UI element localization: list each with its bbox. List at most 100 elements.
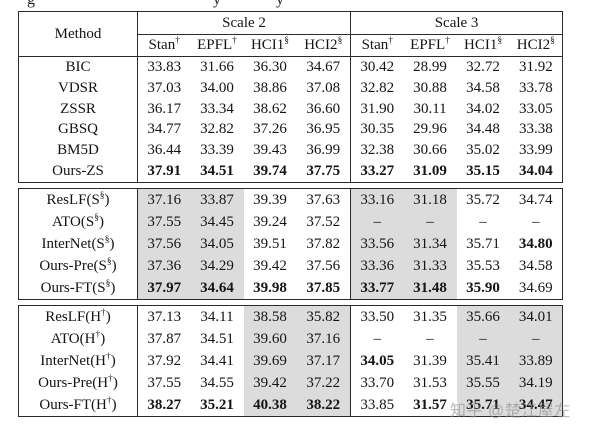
value-cell: 35.15 (466, 162, 500, 179)
value-cell: 33.38 (518, 121, 553, 138)
value-cell: 35.55 (466, 374, 500, 391)
value-cell: 35.41 (466, 352, 500, 369)
value-cell: 39.42 (253, 257, 287, 274)
method-cell: ATO(H†) (18, 327, 138, 350)
method-cell: Ours-FT(H†) (18, 393, 138, 417)
value-cell: 33.05 (518, 100, 553, 117)
scale3-group-header: Scale 3 (350, 11, 563, 35)
value-cell: 34.55 (200, 374, 234, 391)
value-cell: 36.30 (253, 59, 287, 75)
value-cell: 30.11 (413, 100, 447, 117)
value-cell: 33.99 (518, 142, 553, 159)
value-cell: 35.72 (466, 191, 500, 208)
value-cell: 34.64 (200, 279, 234, 296)
value-cell: 31.48 (413, 279, 447, 296)
value-cell: 30.35 (360, 121, 395, 138)
value-cell: 38.27 (147, 396, 182, 413)
value-cell: 32.72 (466, 59, 500, 75)
dataset-column-header: EPFL† (190, 34, 244, 57)
value-cell: 38.62 (253, 100, 287, 117)
method-cell: BIC (18, 56, 138, 78)
value-cell: 31.66 (200, 59, 234, 75)
method-cell: Ours-ZS (18, 160, 138, 183)
value-cell: 37.55 (147, 374, 182, 391)
dataset-column-header: EPFL† (403, 34, 457, 57)
value-cell: 33.77 (360, 279, 395, 296)
value-cell: 28.99 (413, 59, 447, 75)
value-cell: 37.16 (147, 191, 182, 208)
value-cell: 34.05 (200, 235, 234, 252)
value-cell: 35.90 (466, 279, 500, 296)
value-cell: 39.60 (253, 330, 287, 347)
value-cell: 34.48 (466, 121, 500, 138)
value-cell: 33.83 (147, 59, 182, 75)
value-cell: 37.52 (296, 210, 351, 233)
table-section-s-trained: ResLF(S§) 37.16 33.87 39.39 37.63 33.16 31.18 3… (18, 187, 563, 300)
value-cell: 31.53 (413, 374, 447, 391)
value-cell: 34.00 (200, 79, 234, 96)
value-cell: 32.38 (360, 142, 395, 159)
value-cell: 29.96 (413, 121, 447, 138)
caption-fragment: g (27, 0, 35, 9)
value-cell: 37.91 (147, 162, 182, 179)
value-cell: 31.34 (413, 235, 447, 252)
method-cell: Ours-Pre(H†) (18, 371, 138, 394)
caption-fragment: y (213, 0, 221, 9)
value-cell: 32.82 (200, 121, 234, 138)
value-cell: 35.66 (466, 308, 500, 325)
value-cell: 30.66 (413, 142, 447, 159)
cropped-caption-strip: gyy (0, 0, 600, 10)
value-cell: 36.99 (296, 140, 352, 161)
table-row: Ours-FT(S§) 37.97 34.64 39.98 37.85 33.77 31.4… (18, 276, 563, 300)
value-cell: 33.85 (360, 396, 395, 413)
value-cell: 37.63 (296, 188, 351, 211)
value-cell: 33.87 (200, 191, 234, 208)
value-cell: 34.69 (518, 279, 553, 296)
value-cell: 34.11 (200, 308, 234, 325)
method-column-header: Method (18, 11, 138, 57)
table-row: Ours-Pre(H†) 37.55 34.55 39.42 37.22 33.70 31.… (18, 371, 563, 394)
table-section-h-trained: ResLF(H†) 37.13 34.11 38.58 35.82 33.50 31.35 3… (18, 304, 563, 417)
value-cell: 34.41 (200, 352, 234, 369)
method-cell: GBSQ (18, 119, 138, 141)
value-cell: 37.87 (147, 330, 182, 347)
value-cell: 31.90 (360, 100, 395, 117)
value-cell: 30.88 (413, 79, 447, 96)
value-cell: 34.51 (200, 330, 234, 347)
value-cell: 31.35 (413, 308, 447, 325)
value-cell: 31.57 (413, 396, 447, 413)
value-cell: – (479, 330, 487, 347)
method-cell: ZSSR (18, 98, 138, 120)
value-cell: 34.80 (518, 235, 553, 252)
value-cell: 34.45 (200, 213, 234, 230)
value-cell: 39.43 (253, 142, 287, 159)
value-cell: 34.47 (518, 396, 553, 413)
method-cell: Ours-FT(S§) (18, 276, 138, 300)
value-cell: 31.33 (413, 257, 447, 274)
value-cell: 32.82 (360, 79, 395, 96)
value-cell: 37.97 (147, 279, 182, 296)
value-cell: 38.22 (296, 393, 351, 417)
value-cell: 35.71 (466, 396, 500, 413)
value-cell: 37.13 (147, 308, 182, 325)
value-cell: – (426, 330, 434, 347)
value-cell: 38.86 (253, 79, 287, 96)
value-cell: 31.09 (413, 162, 447, 179)
value-cell: 36.95 (296, 119, 352, 141)
value-cell: 37.17 (296, 349, 351, 372)
value-cell: 30.42 (360, 59, 395, 75)
value-cell: 34.04 (518, 162, 553, 179)
value-cell: 39.74 (253, 162, 287, 179)
value-cell: 34.58 (518, 257, 553, 274)
table-row: GBSQ 34.77 32.82 37.26 36.95 30.35 29.96 34.48 3… (18, 119, 563, 141)
value-cell: 37.16 (296, 327, 351, 350)
value-cell: 34.29 (200, 257, 234, 274)
method-cell: ATO(S§) (18, 210, 138, 233)
table-row: ResLF(H†) 37.13 34.11 38.58 35.82 33.50 31.35 3… (18, 305, 563, 328)
value-cell: 34.19 (518, 374, 553, 391)
value-cell: 34.02 (466, 100, 500, 117)
method-cell: ResLF(S§) (18, 188, 138, 211)
value-cell: 34.05 (360, 352, 395, 369)
value-cell: 34.51 (200, 162, 234, 179)
